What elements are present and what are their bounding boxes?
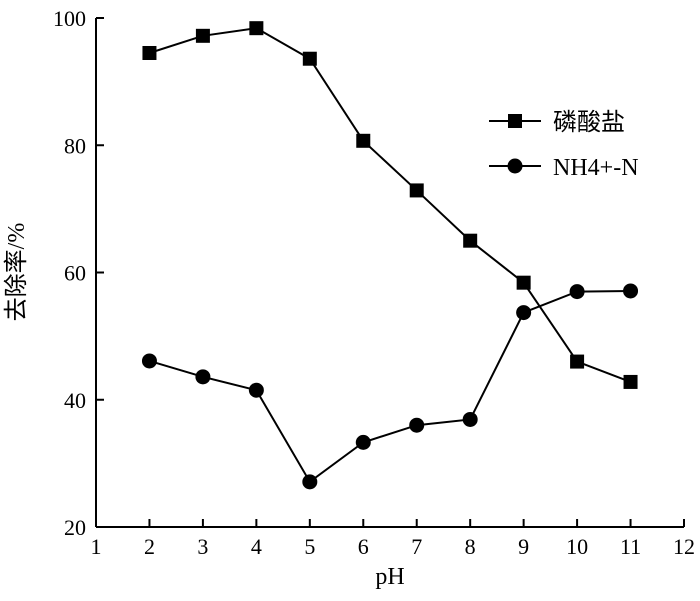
legend-marker-phosphate: [508, 114, 522, 128]
legend-label-ammonium: NH4+-N: [553, 155, 639, 181]
data-point-phosphate: [623, 374, 638, 389]
data-point-phosphate: [463, 233, 478, 248]
data-point-phosphate: [142, 45, 157, 60]
data-point-phosphate: [356, 133, 371, 148]
data-point-ammonium: [302, 474, 318, 490]
y-ticks: 20 40 60 80 100: [53, 6, 104, 540]
data-point-phosphate: [195, 28, 210, 43]
x-tick-label: 2: [144, 534, 155, 559]
y-tick-label: 60: [64, 261, 86, 286]
data-point-ammonium: [516, 305, 532, 321]
legend-item-ammonium: NH4+-N: [489, 155, 639, 181]
data-point-ammonium: [409, 417, 425, 433]
series-line-ammonium: [149, 289, 631, 484]
data-point-ammonium: [195, 369, 211, 385]
x-tick-label: 10: [566, 534, 588, 559]
data-point-phosphate: [570, 354, 585, 369]
x-axis-title: pH: [375, 564, 404, 590]
data-point-phosphate: [249, 21, 264, 36]
y-tick-label: 80: [64, 133, 86, 158]
x-tick-label: 3: [197, 534, 208, 559]
data-point-ammonium: [355, 434, 371, 450]
legend-label-phosphate: 磷酸盐: [553, 109, 625, 136]
legend-marker-ammonium: [507, 158, 523, 174]
data-point-ammonium: [462, 411, 478, 427]
x-tick-label: 11: [620, 534, 641, 559]
x-tick-label: 6: [358, 534, 369, 559]
data-point-ammonium: [141, 353, 157, 369]
data-point-phosphate: [409, 183, 424, 198]
axes: [95, 18, 684, 528]
x-tick-label: 12: [673, 534, 695, 559]
legend-item-phosphate: 磷酸盐: [489, 109, 625, 136]
y-tick-label: 40: [64, 388, 86, 413]
y-tick-label: 20: [64, 515, 86, 540]
legend: 磷酸盐 NH4+-N: [489, 109, 639, 181]
data-point-ammonium: [248, 382, 264, 398]
x-tick-label: 1: [91, 534, 102, 559]
x-ticks: 1 2 3 4 5 6 7 8 9 10 11 12: [91, 519, 695, 559]
data-point-ammonium: [569, 284, 585, 300]
y-tick-label: 100: [53, 6, 86, 31]
series-line-phosphate: [149, 27, 631, 383]
x-tick-label: 4: [251, 534, 262, 559]
data-point-ammonium: [623, 283, 639, 299]
x-tick-label: 5: [304, 534, 315, 559]
x-tick-label: 7: [411, 534, 422, 559]
y-axis-title: 去除率/%: [3, 223, 30, 322]
x-tick-label: 9: [518, 534, 529, 559]
series-layer: [141, 21, 639, 490]
data-point-phosphate: [516, 275, 531, 290]
x-tick-label: 8: [465, 534, 476, 559]
data-point-phosphate: [302, 51, 317, 66]
